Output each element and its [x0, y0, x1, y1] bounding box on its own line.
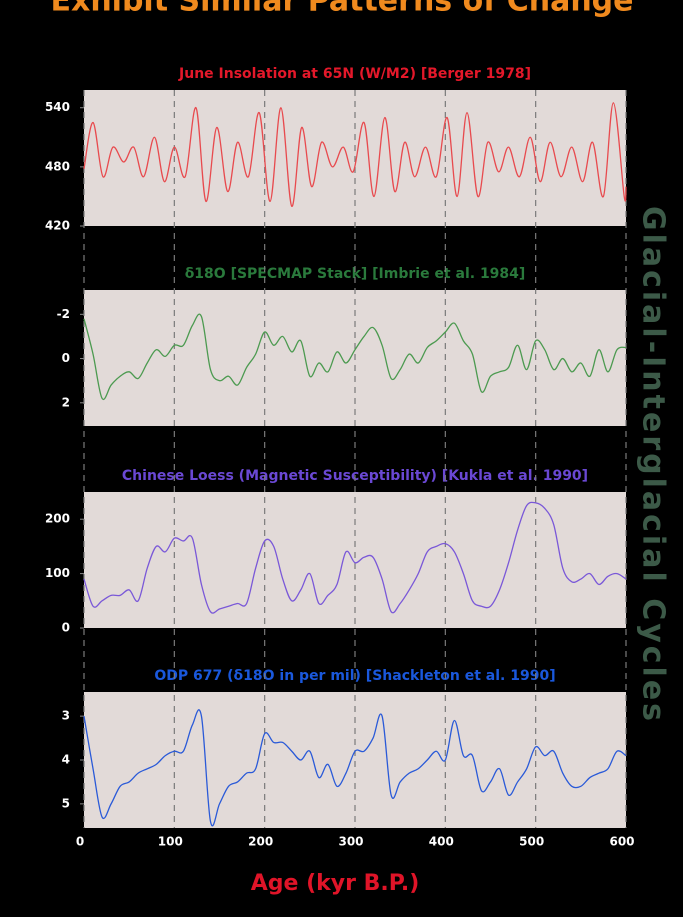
- x-tick-label: 300: [338, 835, 363, 849]
- y-tick-label: 540: [45, 100, 70, 114]
- data-line: [83, 709, 627, 827]
- side-label: Glacial-Interglacial Cycles: [636, 206, 671, 724]
- page-title: Exhibit Similar Patterns of Change: [50, 0, 633, 19]
- chart-title: June Insolation at 65N (W/M2) [Berger 19…: [178, 66, 531, 82]
- y-tick-label: 100: [45, 566, 70, 580]
- x-tick-label: 200: [248, 835, 273, 849]
- y-tick-label: 4: [62, 753, 70, 767]
- x-tick-label: 600: [609, 835, 634, 849]
- y-tick-label: 0: [62, 351, 70, 365]
- y-tick-label: 480: [45, 159, 70, 173]
- y-tick-label: 200: [45, 512, 70, 526]
- y-tick-label: 0: [62, 621, 70, 635]
- x-axis-label: Age (kyr B.P.): [251, 871, 420, 896]
- y-tick-label: 420: [45, 219, 70, 233]
- y-tick-label: 5: [62, 796, 70, 810]
- x-tick-label: 100: [158, 835, 183, 849]
- y-tick-label: -2: [57, 307, 70, 321]
- x-tick-label: 0: [76, 835, 84, 849]
- data-line: [83, 313, 627, 401]
- y-tick-label: 2: [62, 395, 70, 409]
- y-tick-label: 3: [62, 709, 70, 723]
- data-line: [83, 501, 627, 614]
- chart-title: δ18O [SPECMAP Stack] [Imbrie et al. 1984…: [185, 266, 526, 282]
- data-line: [83, 102, 627, 207]
- plot-area: [84, 492, 626, 628]
- x-tick-label: 400: [429, 835, 454, 849]
- x-tick-label: 500: [519, 835, 544, 849]
